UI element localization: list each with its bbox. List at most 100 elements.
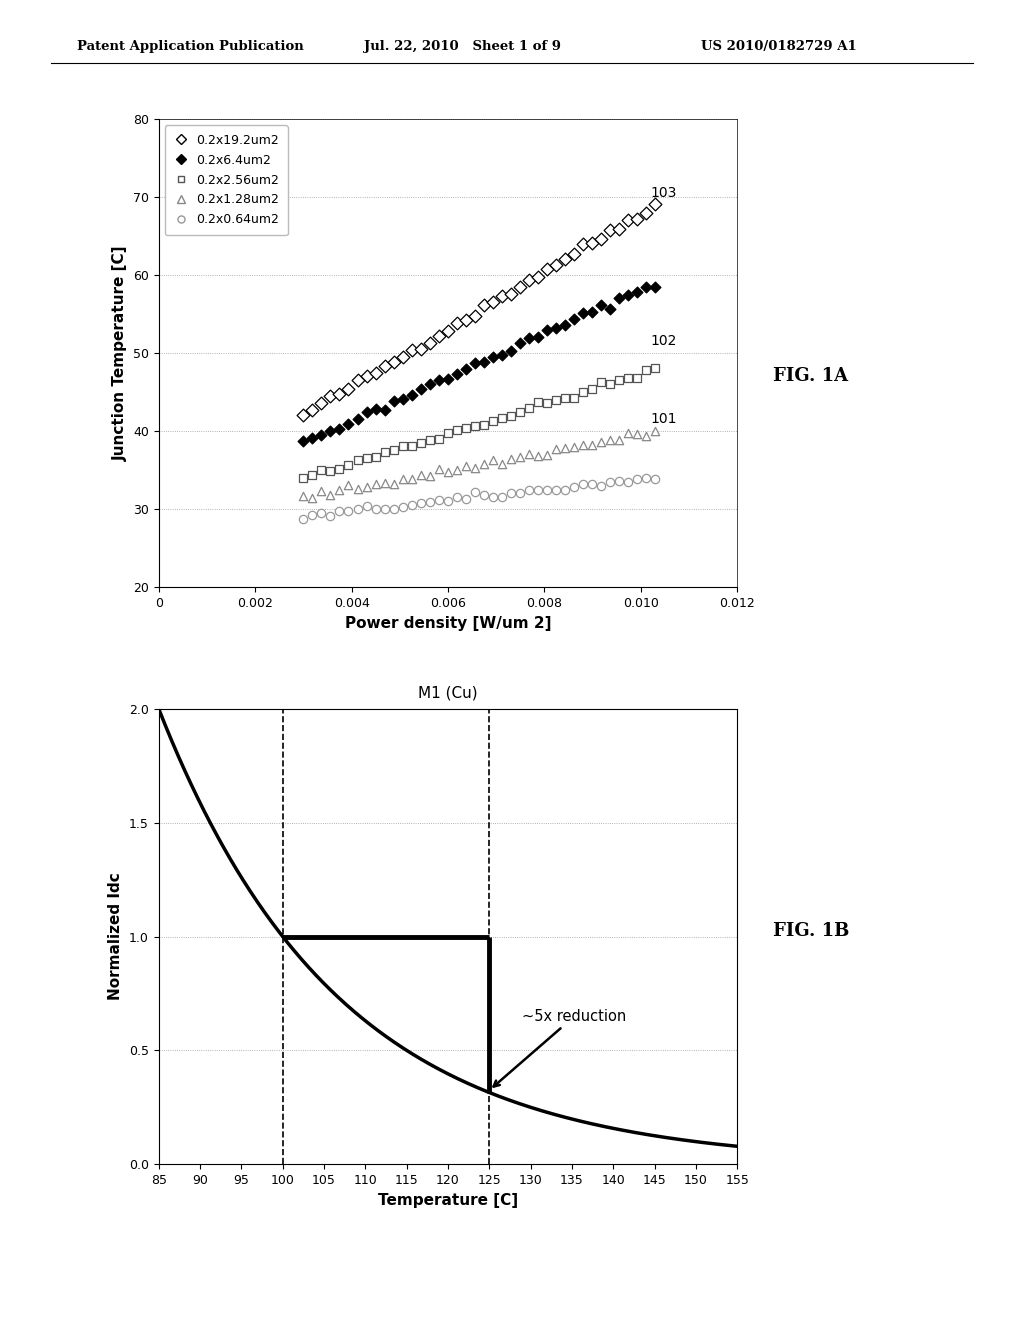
0.2x19.2um2 <box>449 313 465 334</box>
0.2x0.64um2 <box>385 498 401 519</box>
0.2x19.2um2 <box>548 255 564 276</box>
0.2x1.28um2 <box>332 479 348 500</box>
0.2x2.56um2 <box>638 360 654 381</box>
0.2x0.64um2 <box>621 471 637 492</box>
0.2x6.4um2 <box>584 301 600 322</box>
0.2x0.64um2 <box>484 487 501 508</box>
Text: 102: 102 <box>650 334 677 348</box>
0.2x6.4um2 <box>358 401 375 422</box>
0.2x19.2um2 <box>521 269 538 290</box>
0.2x2.56um2 <box>422 429 438 450</box>
0.2x1.28um2 <box>638 425 654 446</box>
0.2x2.56um2 <box>611 370 628 391</box>
0.2x2.56um2 <box>574 381 591 403</box>
0.2x19.2um2 <box>484 292 501 313</box>
0.2x2.56um2 <box>449 420 465 441</box>
0.2x0.64um2 <box>574 473 591 494</box>
0.2x0.64um2 <box>403 495 420 516</box>
0.2x19.2um2 <box>358 366 375 387</box>
0.2x0.64um2 <box>521 479 538 500</box>
0.2x0.64um2 <box>323 506 339 527</box>
0.2x0.64um2 <box>512 482 528 503</box>
0.2x6.4um2 <box>574 302 591 323</box>
0.2x2.56um2 <box>385 440 401 461</box>
0.2x19.2um2 <box>403 339 420 360</box>
0.2x0.64um2 <box>557 480 573 502</box>
0.2x6.4um2 <box>385 391 401 412</box>
0.2x19.2um2 <box>377 355 393 376</box>
0.2x2.56um2 <box>439 422 456 444</box>
0.2x1.28um2 <box>611 429 628 450</box>
0.2x1.28um2 <box>313 480 330 502</box>
X-axis label: Power density [W/um 2]: Power density [W/um 2] <box>345 615 551 631</box>
0.2x0.64um2 <box>629 469 645 490</box>
0.2x0.64um2 <box>566 477 583 498</box>
0.2x1.28um2 <box>593 432 609 453</box>
0.2x2.56um2 <box>548 389 564 411</box>
0.2x1.28um2 <box>368 474 384 495</box>
Text: US 2010/0182729 A1: US 2010/0182729 A1 <box>701 40 857 53</box>
0.2x6.4um2 <box>295 430 311 451</box>
0.2x6.4um2 <box>449 363 465 384</box>
0.2x19.2um2 <box>602 219 618 240</box>
0.2x6.4um2 <box>521 327 538 348</box>
0.2x0.64um2 <box>602 471 618 492</box>
0.2x2.56um2 <box>529 392 546 413</box>
0.2x6.4um2 <box>494 345 510 366</box>
0.2x1.28um2 <box>413 465 429 486</box>
0.2x19.2um2 <box>323 385 339 407</box>
0.2x0.64um2 <box>548 479 564 500</box>
0.2x2.56um2 <box>503 405 519 426</box>
0.2x6.4um2 <box>304 428 321 449</box>
0.2x2.56um2 <box>593 371 609 392</box>
Text: FIG. 1A: FIG. 1A <box>773 367 848 385</box>
0.2x1.28um2 <box>647 420 664 441</box>
0.2x2.56um2 <box>368 446 384 467</box>
0.2x1.28um2 <box>557 438 573 459</box>
0.2x1.28um2 <box>529 446 546 467</box>
0.2x0.64um2 <box>430 490 446 511</box>
0.2x1.28um2 <box>358 477 375 498</box>
0.2x2.56um2 <box>394 436 411 457</box>
0.2x2.56um2 <box>584 379 600 400</box>
0.2x1.28um2 <box>449 459 465 480</box>
0.2x0.64um2 <box>611 470 628 491</box>
0.2x2.56um2 <box>323 461 339 482</box>
0.2x1.28um2 <box>629 424 645 445</box>
0.2x1.28um2 <box>394 469 411 490</box>
0.2x19.2um2 <box>647 194 664 215</box>
0.2x6.4um2 <box>548 317 564 338</box>
0.2x6.4um2 <box>413 378 429 399</box>
0.2x0.64um2 <box>358 496 375 517</box>
0.2x6.4um2 <box>512 333 528 354</box>
0.2x1.28um2 <box>377 473 393 494</box>
0.2x19.2um2 <box>422 333 438 354</box>
0.2x0.64um2 <box>413 492 429 513</box>
0.2x1.28um2 <box>602 429 618 450</box>
0.2x2.56um2 <box>476 414 493 436</box>
0.2x19.2um2 <box>304 400 321 421</box>
0.2x19.2um2 <box>539 259 555 280</box>
0.2x6.4um2 <box>313 425 330 446</box>
0.2x0.64um2 <box>394 496 411 517</box>
0.2x2.56um2 <box>295 467 311 488</box>
0.2x1.28um2 <box>548 440 564 461</box>
0.2x19.2um2 <box>629 209 645 230</box>
0.2x1.28um2 <box>422 465 438 486</box>
0.2x0.64um2 <box>467 482 483 503</box>
0.2x2.56um2 <box>484 411 501 432</box>
0.2x6.4um2 <box>566 309 583 330</box>
0.2x19.2um2 <box>385 352 401 374</box>
0.2x2.56um2 <box>629 367 645 388</box>
0.2x1.28um2 <box>430 459 446 480</box>
0.2x6.4um2 <box>484 347 501 368</box>
Text: 101: 101 <box>650 412 677 426</box>
0.2x2.56um2 <box>340 454 356 475</box>
0.2x2.56um2 <box>332 458 348 479</box>
0.2x0.64um2 <box>647 469 664 490</box>
0.2x1.28um2 <box>512 446 528 467</box>
0.2x19.2um2 <box>295 404 311 425</box>
0.2x1.28um2 <box>340 474 356 495</box>
0.2x19.2um2 <box>458 309 474 330</box>
0.2x0.64um2 <box>368 499 384 520</box>
